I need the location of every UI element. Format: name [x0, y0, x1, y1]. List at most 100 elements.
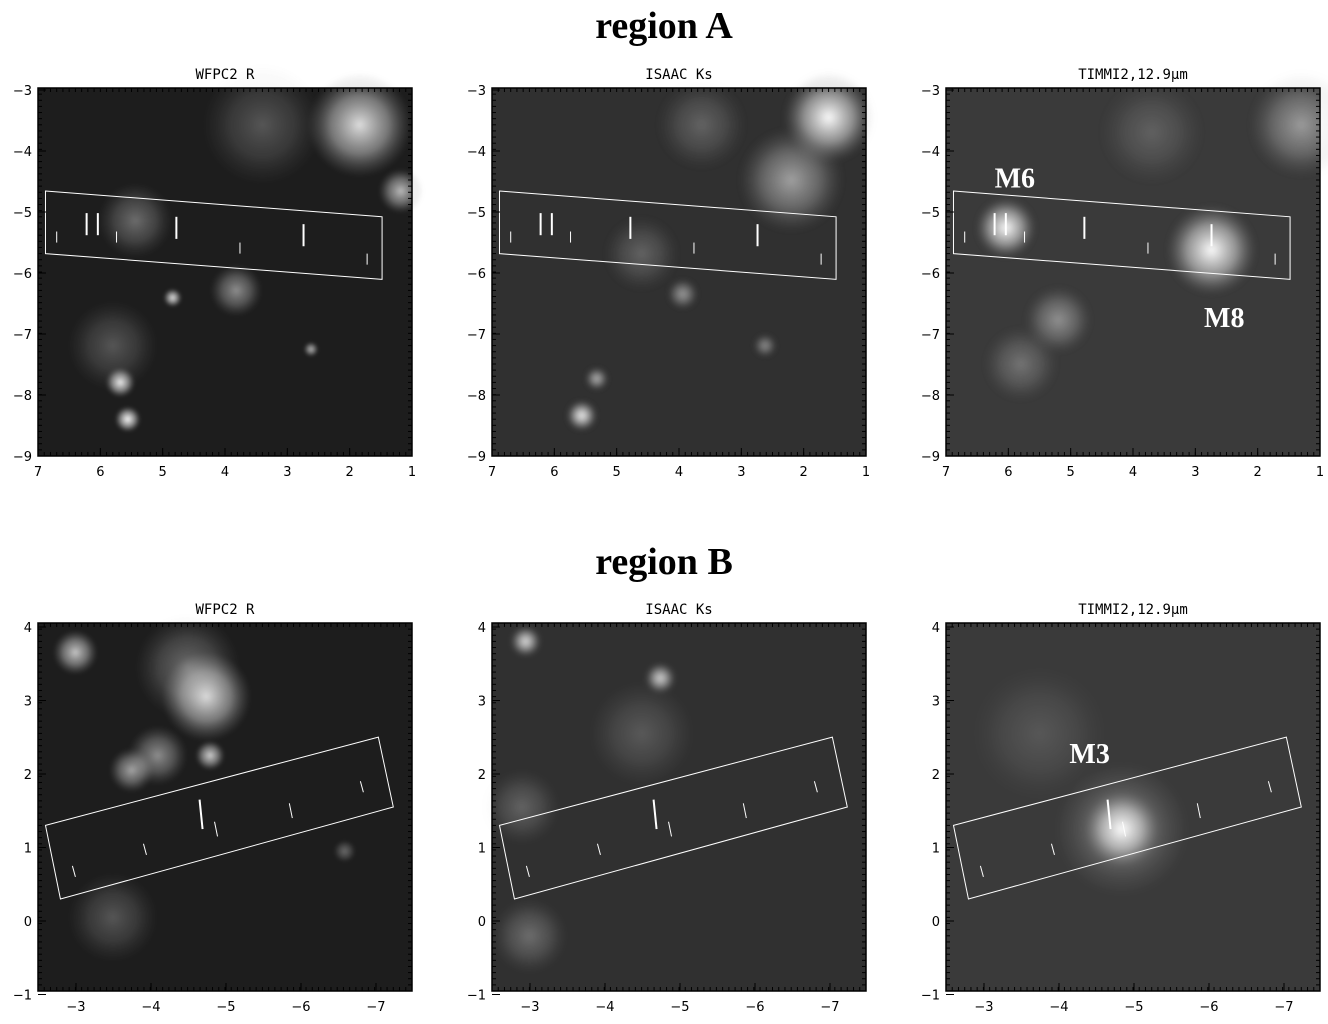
slit-tick: [198, 799, 204, 830]
y-tick-label: −5: [13, 206, 32, 221]
x-tick-label: 6: [550, 465, 558, 480]
emission-blob: [378, 168, 424, 214]
x-tick-label: 2: [1254, 465, 1262, 480]
emission-blob: [972, 666, 1107, 801]
slit-tick: [71, 865, 76, 878]
slit-outline: [44, 190, 383, 280]
x-tick-label: 5: [1067, 465, 1075, 480]
panel-title: ISAAC Ks: [645, 67, 712, 83]
slit-tick: [596, 843, 601, 855]
y-tick-label: −1: [13, 989, 32, 1004]
slit-tick: [359, 781, 364, 793]
y-tick-label: 3: [478, 695, 486, 710]
x-tick-label: 4: [675, 465, 683, 480]
emission-blob: [1054, 761, 1190, 897]
x-tick-label: −3: [66, 1000, 85, 1015]
slit-outline: [952, 736, 1302, 900]
x-tick-label: 4: [221, 465, 229, 480]
slit-tick: [525, 865, 530, 878]
emission-blob: [67, 872, 158, 963]
x-tick-label: −5: [1124, 1000, 1143, 1015]
panel-r0-1: ISAAC Ks 7 6 5 4 3 2 1 −3 −4 −5 −6 −7 −8 −9: [467, 67, 874, 480]
x-tick-label: −6: [1199, 1000, 1218, 1015]
x-tick-label: 3: [1191, 465, 1199, 480]
panel-title: WFPC2 R: [195, 602, 255, 618]
emission-blob: [983, 326, 1059, 402]
panel-r0-2: TIMMI2,12.9μm 7 6 5 4 3 2 1 −3 −4 −5 −6 −7 −8 −9 M6 M8: [921, 67, 1328, 480]
y-tick-label: −4: [921, 145, 940, 160]
panel-title: ISAAC Ks: [645, 602, 712, 618]
x-tick-label: −3: [520, 1000, 539, 1015]
emission-blob: [492, 898, 567, 974]
y-tick-label: −4: [467, 145, 486, 160]
slit-tick: [742, 803, 747, 819]
y-tick-label: 4: [478, 621, 486, 636]
source-label: M6: [995, 163, 1035, 194]
slit-tick: [979, 865, 984, 878]
emission-blob: [604, 216, 679, 291]
panel-image: ISAAC Ks 7 6 5 4 3 2 1 −3 −4 −5 −6 −7 −8 −9: [467, 67, 874, 480]
emission-blob: [135, 614, 240, 720]
x-tick-label: 3: [737, 465, 745, 480]
emission-blob: [307, 72, 413, 178]
y-tick-label: −5: [467, 206, 486, 221]
x-tick-label: 4: [1129, 465, 1137, 480]
emission-blob: [109, 747, 154, 793]
x-tick-label: 1: [408, 465, 416, 480]
x-tick-label: −6: [291, 1000, 310, 1015]
emission-blob: [1099, 79, 1205, 185]
emission-blob: [210, 264, 263, 317]
slit-tick: [813, 781, 818, 793]
slit-tick: [652, 799, 658, 830]
y-tick-label: −1: [467, 989, 486, 1004]
y-tick-label: −5: [921, 206, 940, 221]
y-tick-label: −8: [921, 389, 940, 404]
panel-r0-0: WFPC2 R 7 6 5 4 3 2 1 −3 −4 −5 −6 −7 −8 −9: [13, 64, 424, 480]
panel-r1-2: TIMMI2,12.9μm −3 −4 −5 −6 −7 4 3 2 1 0 −1 M3: [921, 602, 1321, 1015]
emission-blob: [589, 681, 694, 786]
emission-blob: [303, 341, 319, 357]
source-label: M8: [1204, 303, 1244, 334]
slit-tick: [1050, 843, 1055, 855]
x-tick-label: 3: [283, 465, 291, 480]
slit-tick: [1267, 781, 1272, 793]
x-tick-label: −6: [745, 1000, 764, 1015]
slit-tick: [288, 803, 293, 819]
emission-blob: [1166, 205, 1257, 295]
x-tick-label: −4: [1049, 1000, 1068, 1015]
slit-outline: [498, 190, 837, 280]
y-tick-label: 0: [24, 915, 32, 930]
y-tick-label: 3: [932, 695, 940, 710]
x-tick-label: −5: [216, 1000, 235, 1015]
emission-blob: [566, 400, 597, 431]
emission-blob: [97, 183, 173, 258]
slit-outline: [44, 736, 394, 900]
x-tick-label: 1: [862, 465, 870, 480]
panel-title: WFPC2 R: [195, 67, 255, 83]
emission-blob: [656, 79, 747, 170]
panel-image: WFPC2 R 7 6 5 4 3 2 1 −3 −4 −5 −6 −7 −8 −9: [13, 64, 424, 480]
y-tick-label: −3: [13, 84, 32, 99]
slit-tick: [1196, 803, 1201, 819]
x-tick-label: 1: [1316, 465, 1324, 480]
y-tick-label: −4: [13, 145, 32, 160]
emission-blob: [195, 740, 225, 771]
slit-tick: [214, 821, 219, 837]
y-tick-label: −9: [921, 450, 940, 465]
emission-blob: [333, 839, 356, 863]
y-tick-label: 2: [932, 768, 940, 783]
y-tick-label: 3: [24, 695, 32, 710]
x-tick-label: 6: [96, 465, 104, 480]
panel-image: TIMMI2,12.9μm −3 −4 −5 −6 −7 4 3 2 1 0 −1 M3: [921, 602, 1321, 1015]
y-tick-label: −7: [921, 328, 940, 343]
y-tick-label: 4: [24, 621, 32, 636]
y-tick-label: −3: [921, 84, 940, 99]
source-label: M3: [1069, 739, 1109, 770]
x-tick-label: 7: [34, 465, 42, 480]
x-tick-label: −7: [366, 1000, 385, 1015]
panel-image: WFPC2 R −3 −4 −5 −6 −7 4 3 2 1 0 −1: [13, 602, 413, 1015]
y-tick-label: −8: [13, 389, 32, 404]
y-tick-label: −6: [467, 267, 486, 282]
slit-tick: [668, 821, 673, 837]
emission-blob: [202, 64, 323, 185]
